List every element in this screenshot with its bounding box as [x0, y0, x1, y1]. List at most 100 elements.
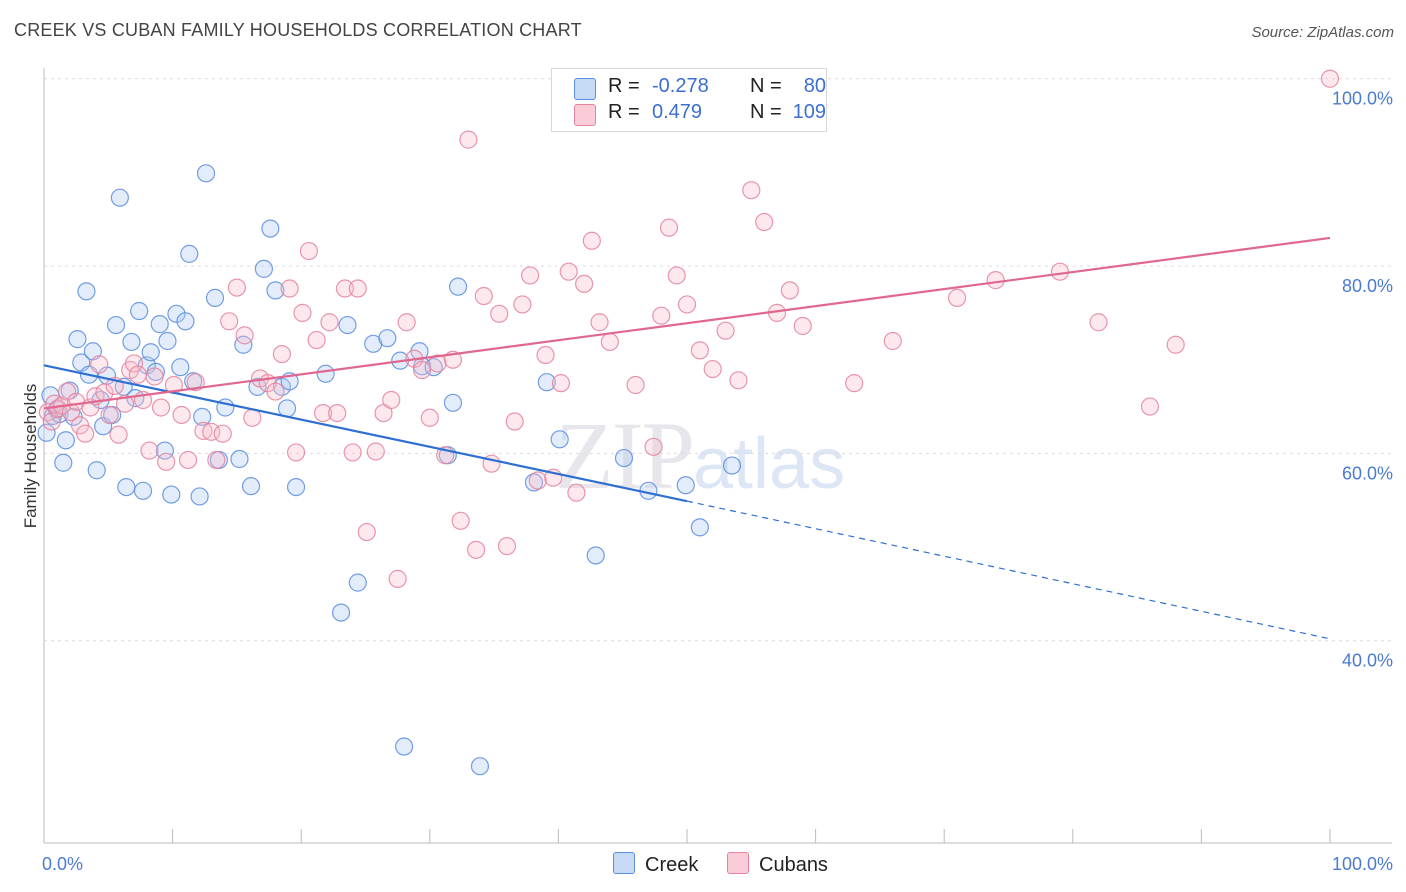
cubans-point [551, 374, 571, 393]
creek-swatch [574, 78, 596, 100]
cubans-legend-swatch [727, 852, 749, 874]
cubans-point [58, 382, 77, 401]
cubans-point [1320, 69, 1340, 88]
cubans-point [172, 405, 191, 425]
cubans-point [272, 344, 292, 364]
creek-point [56, 431, 75, 450]
creek-point [537, 373, 556, 392]
creek-point [150, 315, 169, 334]
cubans-point [243, 408, 262, 427]
n-value: 80 [803, 75, 826, 97]
cubans-point [755, 212, 774, 232]
cubans-point [335, 279, 355, 298]
r-label: R = [608, 101, 640, 123]
watermark-atlas: atlas [693, 424, 846, 504]
cubans-point [466, 540, 486, 559]
cubans-point [207, 450, 226, 470]
cubans-point [667, 266, 686, 285]
n-label: N = [750, 75, 782, 97]
creek-points [37, 164, 742, 776]
cubans-point [366, 442, 385, 461]
cubans-point [178, 450, 198, 470]
y-tick-label: 40.0% [1342, 651, 1393, 671]
legend-item-creek: Creek [613, 852, 698, 877]
creek-point [205, 288, 225, 307]
cubans-point [659, 218, 679, 237]
cubans-point [521, 266, 540, 285]
x-tick-label: 0.0% [42, 854, 83, 874]
y-tick-label: 100.0% [1332, 89, 1393, 109]
correlation-legend: R = -0.278 N = 80 R = 0.479 N = 109 [551, 68, 827, 132]
cubans-legend-label: Cubans [759, 854, 828, 876]
cubans-point [780, 281, 799, 300]
legend-item-cubans: Cubans [727, 852, 828, 877]
creek-point [141, 343, 160, 362]
axes [43, 68, 1392, 844]
cubans-point [61, 403, 81, 422]
cubans-point [490, 304, 509, 323]
creek-point [190, 487, 209, 506]
cubans-point [428, 354, 447, 373]
creek-point [286, 477, 306, 497]
y-axis-title: Family Households [21, 384, 40, 529]
cubans-point [729, 371, 748, 390]
cubans-point [845, 374, 864, 393]
cubans-point [128, 365, 147, 384]
cubans-point [1089, 313, 1108, 332]
cubans-point [600, 332, 619, 352]
cubans-point [157, 452, 176, 471]
r-label: R = [608, 75, 640, 97]
cubans-point [397, 313, 416, 332]
cubans-point [382, 390, 401, 410]
cubans-point [986, 271, 1005, 290]
creek-point [130, 301, 149, 321]
cubans-point [76, 424, 95, 443]
creek-point [117, 477, 136, 497]
creek-point [193, 407, 212, 426]
y-tick-label: 60.0% [1342, 463, 1393, 483]
creek-point [338, 315, 357, 335]
cubans-point [186, 373, 205, 392]
cubans-point [420, 408, 439, 427]
creek-point [550, 430, 569, 449]
cubans-point [266, 382, 285, 401]
cubans-point [644, 437, 663, 456]
y-tick-label: 80.0% [1342, 276, 1393, 296]
creek-point [722, 456, 742, 475]
creek-point [676, 476, 695, 495]
source-label: Source: ZipAtlas.com [1251, 24, 1394, 41]
trend-lines [43, 236, 1331, 640]
cubans-point [357, 522, 376, 542]
creek-point [87, 461, 106, 480]
cubans-point [459, 130, 478, 149]
cubans-point [451, 511, 470, 530]
cubans-point [716, 321, 735, 340]
creek-point [348, 573, 367, 592]
cubans-point [145, 367, 164, 386]
creek-point [68, 330, 87, 349]
creek-point [234, 335, 253, 354]
cubans-point [227, 278, 246, 297]
creek-point [196, 164, 216, 183]
creek-legend-label: Creek [645, 854, 699, 876]
cubans-point [313, 403, 333, 423]
cubans-point [652, 306, 671, 325]
cubans-point [582, 231, 601, 250]
creek-point [316, 364, 335, 383]
cubans-point [1050, 262, 1070, 281]
tick-labels: 40.0% 60.0% 80.0% 100.0% 0.0% 100.0% [42, 89, 1393, 874]
cubans-point [280, 279, 299, 298]
creek-point [470, 757, 490, 776]
cubans-point [286, 443, 306, 462]
creek-point [37, 423, 56, 442]
cubans-point [793, 316, 812, 336]
creek-point [158, 331, 177, 351]
creek-point [690, 518, 709, 537]
r-value: 0.479 [652, 101, 703, 123]
creek-point [394, 737, 414, 756]
watermark-zip: ZIP [555, 402, 695, 509]
cubans-point [124, 354, 144, 373]
creek-point [162, 485, 181, 504]
cubans-point [299, 241, 319, 261]
cubans-point [90, 355, 109, 374]
